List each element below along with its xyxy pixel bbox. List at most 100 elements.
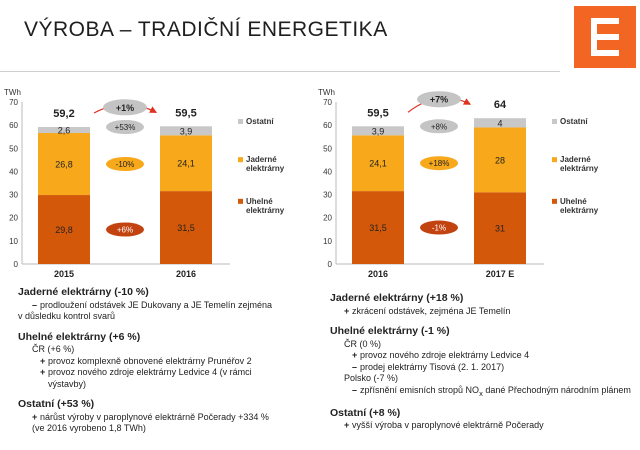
total-label: 59,5	[175, 107, 196, 119]
change-oval-ostatni	[106, 119, 144, 134]
change-label-uhelne: -1%	[432, 224, 446, 233]
y-tick-label: 60	[323, 121, 332, 130]
note-country: ČR (+6 %)	[32, 344, 75, 354]
note-item-cont: (ve 2016 vyrobeno 1,8 TWh)	[32, 423, 146, 433]
y-tick-label: 10	[9, 237, 18, 246]
note-item: + zkrácení odstávek, zejména JE Temelín	[344, 305, 511, 316]
x-tick-label: 2016	[368, 269, 388, 279]
data-label: 3,9	[180, 126, 193, 136]
y-tick-label: 50	[323, 144, 332, 153]
bar-segment-ostatni-2017-E	[474, 118, 526, 128]
note-item: – zpřísnění emisních stropů NOx dané Přec…	[352, 384, 631, 398]
y-unit-label: TWh	[318, 88, 335, 97]
legend-label-jaderne: Jaderné	[246, 155, 277, 164]
change-label-ostatni: +8%	[431, 122, 447, 131]
change-label-ostatni: +53%	[115, 123, 136, 132]
y-tick-label: 70	[323, 98, 332, 107]
note-uhelne-heading: Uhelné elektrárny (+6 %)	[18, 330, 141, 343]
bar-segment-jaderne-2016	[160, 135, 212, 192]
y-tick-label: 70	[9, 98, 18, 107]
total-label: 59,5	[367, 107, 388, 119]
data-label: 29,8	[55, 225, 73, 235]
change-label-uhelne: +6%	[117, 226, 133, 235]
note-item: + vyšší výroba v paroplynové elektrárně P…	[344, 420, 544, 431]
note-jaderne-heading: Jaderné elektrárny (-10 %)	[18, 286, 149, 298]
y-tick-label: 40	[323, 167, 332, 176]
legend-label-jaderne: Jaderné	[560, 155, 591, 164]
note-item-cont: v důsledku kontrol svarů	[18, 311, 116, 321]
data-label: 2,6	[58, 126, 71, 136]
legend-swatch-jaderne	[552, 157, 557, 163]
change-oval-total	[417, 91, 461, 108]
legend-label-jaderne-cont: elektrárny	[560, 164, 599, 173]
legend-label-uhelne-cont: elektrárny	[560, 206, 599, 215]
bar-segment-uhelne-2016	[352, 191, 404, 264]
bar-segment-uhelne-2016	[160, 191, 212, 264]
y-unit-label: TWh	[4, 88, 21, 97]
bar-segment-uhelne-2015	[38, 195, 90, 264]
legend-swatch-uhelne	[238, 198, 243, 204]
y-tick-label: 0	[328, 260, 333, 269]
data-label: 26,8	[55, 160, 73, 170]
y-tick-label: 60	[9, 121, 18, 130]
note-item: + nárůst výroby v paroplynové elektrárně …	[32, 411, 269, 422]
bar-segment-ostatni-2016	[352, 126, 404, 136]
data-label: 31,5	[369, 223, 387, 233]
total-label: 64	[494, 99, 507, 111]
cez-logo	[574, 6, 636, 68]
change-oval-ostatni	[420, 119, 458, 134]
change-label-total: +1%	[116, 103, 134, 113]
legend-label-uhelne-cont: elektrárny	[246, 206, 285, 215]
left-notes: Jaderné elektrárny (-10 %) – prodloužení …	[18, 286, 318, 435]
note-item: + provoz komplexně obnovené elektrárny Pr…	[40, 355, 252, 366]
note-item: – prodej elektrárny Tisová (2. 1. 2017)	[352, 361, 505, 372]
note-item: + provoz nového zdroje elektrárny Ledvice…	[40, 367, 252, 377]
x-tick-label: 2015	[54, 269, 74, 279]
x-tick-label: 2017 E	[486, 269, 515, 279]
x-tick-label: 2016	[176, 269, 196, 279]
note-uhelne-heading: Uhelné elektrárny (-1 %)	[330, 325, 450, 337]
note-item-cont: výstavby)	[48, 378, 87, 389]
bar-segment-uhelne-2017-E	[474, 192, 526, 264]
legend-label-uhelne: Uhelné	[246, 197, 273, 206]
data-label: 3,9	[372, 126, 385, 136]
right-notes: Jaderné elektrárny (+18 %) + zkrácení ods…	[330, 292, 635, 432]
y-tick-label: 0	[14, 260, 19, 269]
change-oval-uhelne	[106, 222, 144, 237]
total-label: 59,2	[53, 108, 74, 120]
bar-segment-jaderne-2016	[352, 135, 404, 192]
data-label: 31	[495, 224, 505, 234]
bar-segment-jaderne-2017-E	[474, 127, 526, 193]
change-label-jaderne: -10%	[116, 160, 135, 169]
y-tick-label: 20	[9, 214, 18, 223]
legend-label-ostatni: Ostatní	[246, 117, 274, 126]
legend-swatch-ostatni	[238, 118, 243, 124]
bar-segment-jaderne-2015	[38, 133, 90, 196]
change-oval-jaderne	[420, 156, 458, 171]
y-tick-label: 30	[9, 191, 18, 200]
chart-2016-2017: TWh 0 10 20 30 40 50 60 70 31,5 24,1 3,9 59,5 2016 31 2…	[318, 88, 599, 279]
data-label: 28	[495, 155, 505, 165]
legend-swatch-jaderne	[238, 157, 243, 163]
data-label: 24,1	[177, 159, 195, 169]
change-oval-uhelne	[420, 220, 458, 235]
y-tick-label: 20	[323, 214, 332, 223]
change-label-total: +7%	[430, 95, 448, 105]
note-ostatni-heading: Ostatní (+8 %)	[330, 406, 401, 419]
note-country: Polsko (-7 %)	[344, 373, 399, 383]
legend-swatch-ostatni	[552, 118, 557, 124]
change-label-jaderne: +18%	[429, 159, 450, 168]
data-label: 24,1	[369, 159, 387, 169]
title-divider	[0, 71, 560, 72]
bar-segment-ostatni-2016	[160, 126, 212, 136]
chart-2015-2016: TWh 0 10 20 30 40 50 60 70 29,8 26,8 2,6 59,2 2015 31,…	[4, 88, 285, 279]
legend-label-jaderne-cont: elektrárny	[246, 164, 285, 173]
note-ostatni-heading: Ostatní (+53 %)	[18, 398, 95, 410]
note-country: ČR (0 %)	[344, 338, 382, 349]
change-oval-jaderne	[106, 157, 144, 172]
y-tick-label: 30	[323, 191, 332, 200]
y-tick-label: 10	[323, 237, 332, 246]
note-jaderne-heading: Jaderné elektrárny (+18 %)	[330, 292, 464, 304]
bar-segment-ostatni-2015	[38, 126, 90, 134]
legend-label-ostatni: Ostatní	[560, 117, 588, 126]
